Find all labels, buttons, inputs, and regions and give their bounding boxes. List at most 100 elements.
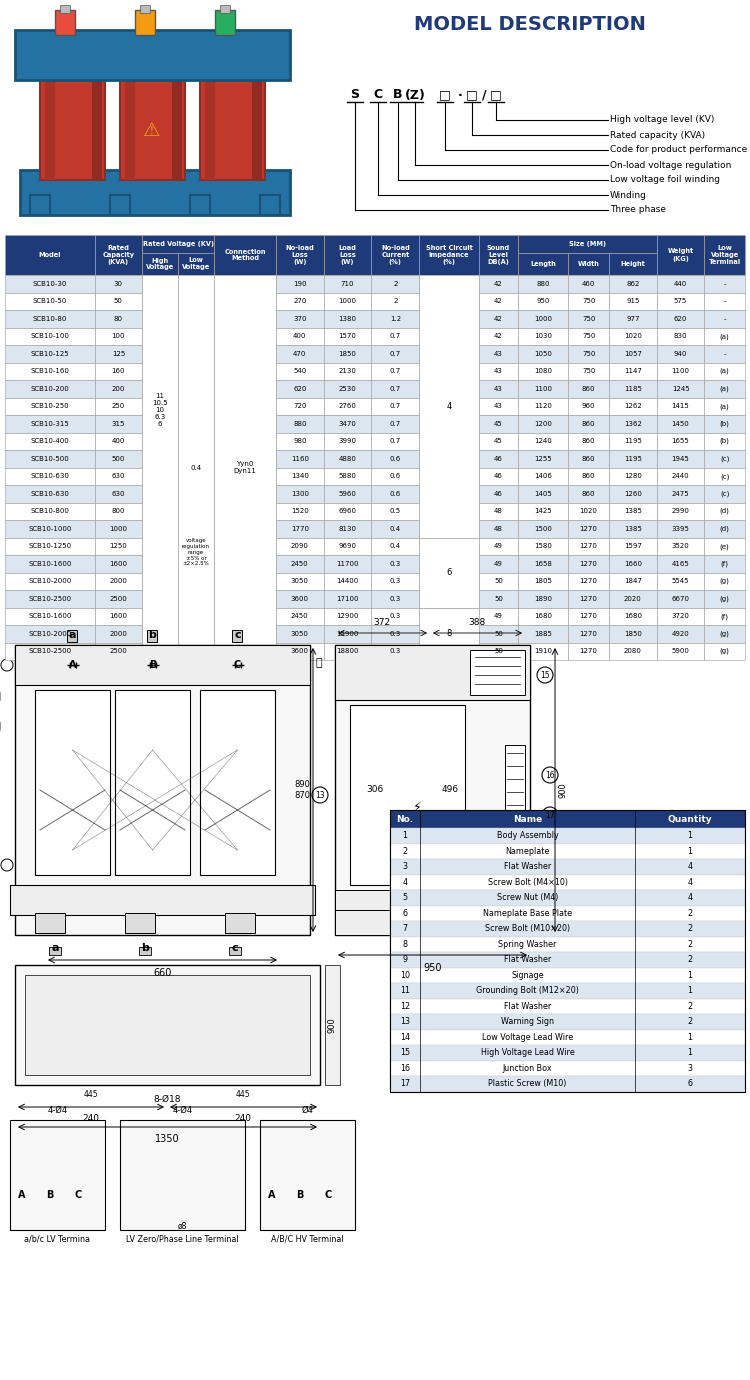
Bar [142, 235, 214, 253]
Bar [120, 75, 185, 179]
Bar [609, 591, 657, 607]
Circle shape [45, 1170, 55, 1180]
Text: (g): (g) [720, 578, 730, 585]
Bar [178, 275, 214, 660]
Bar [178, 397, 214, 415]
Bar [518, 363, 568, 380]
Circle shape [247, 715, 257, 724]
Bar [178, 345, 214, 363]
Bar [518, 468, 568, 484]
Text: 1195: 1195 [624, 439, 642, 444]
Bar [214, 275, 276, 660]
Bar [704, 415, 745, 432]
Bar [94, 310, 142, 327]
Bar [419, 432, 478, 450]
Text: 43: 43 [494, 386, 503, 392]
Bar [35, 914, 65, 933]
Bar [478, 293, 518, 310]
Text: 1185: 1185 [624, 386, 642, 392]
Text: 48: 48 [494, 508, 503, 515]
Bar [518, 537, 568, 555]
Bar [478, 484, 518, 502]
Text: a/b/c LV Termina: a/b/c LV Termina [25, 1235, 91, 1243]
Bar [568, 432, 609, 450]
Bar [220, 6, 230, 12]
Text: 830: 830 [674, 333, 687, 339]
Bar [518, 555, 568, 573]
Text: 1945: 1945 [672, 455, 689, 462]
Text: 470: 470 [293, 351, 307, 357]
Bar [568, 363, 609, 380]
Text: SCB10-100: SCB10-100 [30, 333, 69, 339]
Text: (c): (c) [720, 490, 730, 497]
Text: 1270: 1270 [580, 649, 598, 654]
Bar [142, 363, 178, 380]
Text: 1680: 1680 [624, 613, 642, 620]
Bar [276, 502, 324, 520]
Bar [25, 976, 310, 1075]
Bar [371, 468, 419, 484]
Bar [704, 397, 745, 415]
Text: 12: 12 [400, 1002, 410, 1010]
Text: Low Voltage Lead Wire: Low Voltage Lead Wire [482, 1032, 573, 1042]
Bar [142, 573, 178, 591]
Bar [324, 502, 371, 520]
Text: 1: 1 [688, 1032, 692, 1042]
Bar [94, 591, 142, 607]
Text: 4: 4 [403, 878, 407, 887]
Text: SCB10-160: SCB10-160 [30, 368, 69, 374]
Bar [142, 520, 178, 537]
Text: 4880: 4880 [338, 455, 356, 462]
Text: -: - [724, 316, 726, 322]
Bar [325, 965, 340, 1085]
Text: 46: 46 [494, 473, 503, 479]
Circle shape [122, 742, 132, 753]
Text: 2500: 2500 [110, 596, 128, 602]
Circle shape [142, 742, 152, 753]
Bar [5, 625, 94, 643]
Text: 2020: 2020 [624, 596, 642, 602]
Text: 1570: 1570 [338, 333, 356, 339]
Text: High
Voltage: High Voltage [146, 258, 174, 270]
Text: 9: 9 [403, 955, 407, 965]
Bar [5, 468, 94, 484]
Bar [324, 450, 371, 468]
Text: 3990: 3990 [338, 439, 356, 444]
Text: Low
Voltage
Terminal: Low Voltage Terminal [709, 246, 741, 265]
Text: 620: 620 [674, 316, 687, 322]
Bar [419, 537, 478, 607]
Text: 800: 800 [112, 508, 125, 515]
Bar [178, 468, 214, 484]
Bar [178, 432, 214, 450]
Text: 10: 10 [400, 970, 410, 980]
Bar [5, 484, 94, 502]
Bar [568, 502, 609, 520]
Bar [568, 484, 609, 502]
Text: 0.3: 0.3 [390, 578, 401, 584]
Text: Screw Bolt (M10×20): Screw Bolt (M10×20) [485, 925, 570, 933]
Bar [390, 937, 745, 952]
Ellipse shape [130, 998, 160, 1053]
Bar [419, 555, 478, 573]
Text: 1200: 1200 [534, 421, 552, 426]
Bar [609, 293, 657, 310]
Text: SCB10-80: SCB10-80 [32, 316, 67, 322]
Bar [657, 502, 704, 520]
Bar [704, 468, 745, 484]
Text: 16: 16 [400, 1064, 410, 1072]
Text: B: B [296, 1190, 304, 1201]
Bar [214, 537, 276, 555]
Text: 2090: 2090 [291, 544, 309, 549]
Circle shape [73, 1170, 83, 1180]
Text: 1520: 1520 [291, 508, 309, 515]
Bar [15, 644, 310, 684]
Bar [478, 573, 518, 591]
Bar [324, 310, 371, 327]
Text: 46: 46 [494, 491, 503, 497]
Bar [324, 591, 371, 607]
Bar [142, 397, 178, 415]
Bar [94, 363, 142, 380]
Text: 1660: 1660 [624, 560, 642, 567]
Bar [10, 885, 315, 915]
Text: 880: 880 [536, 280, 550, 287]
